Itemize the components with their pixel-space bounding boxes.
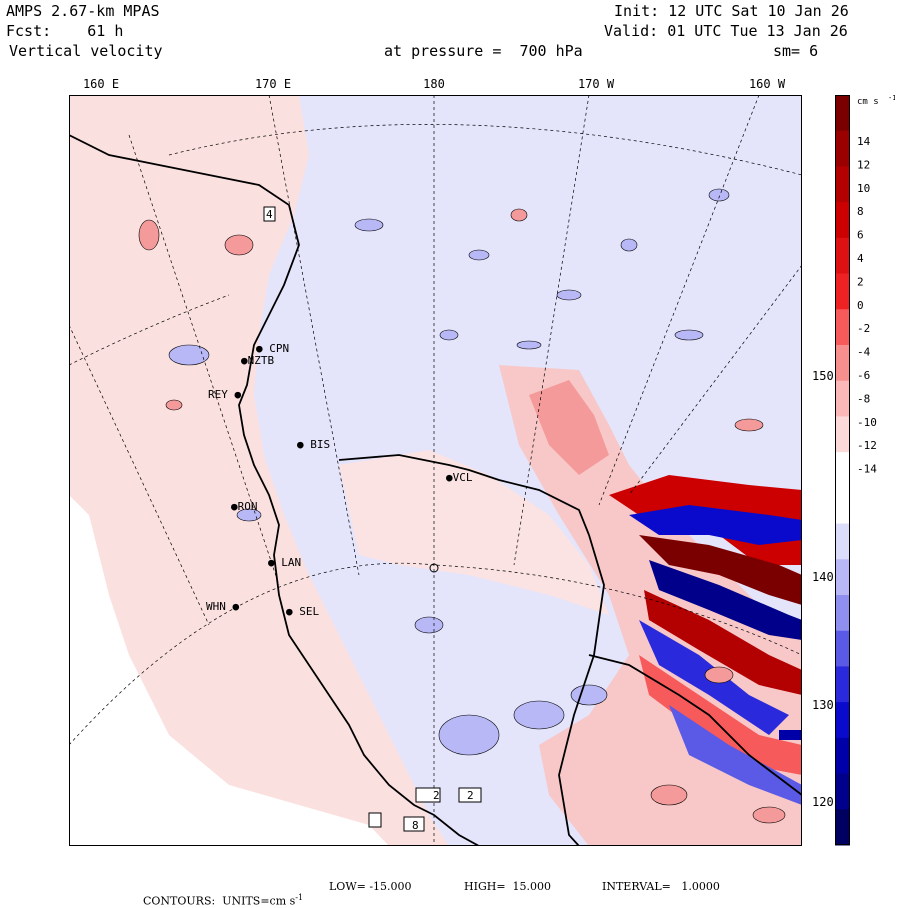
colorbar-swatch [835, 559, 850, 596]
footer-units: CONTOURS: UNITS=cm s [143, 894, 296, 908]
colorbar-swatch [835, 273, 850, 310]
station-cpn-label: CPN [269, 342, 290, 355]
colorbar-swatch [835, 737, 850, 775]
valid-time: Valid: 01 UTC Tue 13 Jan 26 [604, 22, 848, 40]
colorbar-tick-label: 0 [857, 299, 864, 312]
colorbar-frame [835, 95, 850, 845]
map-frame [69, 95, 802, 846]
colorbar-tick-label: -10 [857, 416, 877, 429]
field-positive-west [69, 95, 449, 846]
colorbar-tick-label: -2 [857, 322, 870, 335]
colorbar-swatch [835, 773, 850, 810]
station-whn: WHN ● [206, 600, 240, 613]
footer-interval: INTERVAL= 1.0000 [602, 880, 720, 893]
colorbar-swatch [835, 416, 850, 453]
colorbar-swatch [835, 487, 850, 525]
no-data-region [69, 495, 389, 846]
colorbar-tick-label: 2 [857, 275, 864, 288]
box-label-2a: 2 [433, 789, 440, 802]
scattered-red-cells [138, 208, 786, 824]
colorbar-tick-label: 10 [857, 182, 870, 195]
model-title: AMPS 2.67-km MPAS [6, 2, 160, 20]
colorbar-tick-label: -14 [857, 463, 877, 476]
pole-marker [429, 563, 439, 573]
station-nztb-label: NZTB [247, 354, 275, 367]
lon-label-160w: 160 W [748, 77, 786, 91]
coastline [69, 134, 802, 846]
colorbar-tick-label: 8 [857, 205, 864, 218]
colorbar: 14 12 10 8 6 4 2 0 -2 -4 -6 -8 -10 -12 -14 cm s -1 [835, 95, 895, 846]
box-label-4: 4 [266, 208, 273, 221]
colorbar-swatch [835, 523, 850, 560]
forecast-hour: Fcst: 61 h [6, 22, 124, 40]
station-vcl-label: VCL [452, 471, 473, 484]
colorbar-tick-label: 12 [857, 158, 870, 171]
field-name: Vertical velocity [9, 42, 163, 60]
station-sel: ● SEL [286, 605, 320, 618]
colorbar-swatch [835, 666, 850, 703]
scattered-cells [168, 188, 730, 756]
pressure-level: at pressure = 700 hPa [384, 42, 583, 60]
lon-label-170e: 170 E [254, 77, 292, 91]
station-nztb: ●NZTB [241, 354, 275, 367]
colorbar-swatch [835, 309, 850, 346]
colorbar-swatch [835, 380, 850, 417]
colorbar-tick-label: -4 [857, 346, 871, 359]
colorbar-swatch [835, 202, 850, 239]
station-bis-label: BIS [310, 438, 331, 451]
init-time: Init: 12 UTC Sat 10 Jan 26 [614, 2, 849, 20]
colorbar-swatch [835, 95, 850, 132]
smoothing: sm= 6 [773, 42, 819, 60]
colorbar-swatch [835, 702, 850, 739]
colorbar-swatch [835, 630, 850, 667]
footer-unit-exp: -1 [295, 893, 304, 902]
colorbar-tick-label: -8 [857, 392, 870, 405]
footer-contours: CONTOURS: UNITS=cm s-1 [136, 880, 303, 908]
colorbar-tick-label: 14 [857, 135, 871, 148]
station-ron: ●RON [231, 500, 258, 513]
colorbar-swatch [835, 452, 850, 489]
field-positive-core [529, 380, 609, 475]
colorbar-swatch [835, 130, 850, 167]
colorbar-swatch [835, 345, 850, 382]
colorbar-unit-exp: -1 [888, 95, 895, 102]
station-lan: ● LAN [268, 556, 302, 569]
station-bis: ● BIS [297, 438, 331, 451]
lon-label-160e: 160 E [82, 77, 120, 91]
lon-label-170w: 170 W [577, 77, 615, 91]
station-rey: REY ● [208, 388, 242, 401]
lon-label-180: 180 [423, 77, 445, 91]
colorbar-tick-label: -6 [857, 369, 870, 382]
colorbar-swatch [835, 166, 850, 203]
station-cpn: ● CPN [256, 342, 290, 355]
station-sel-label: SEL [299, 605, 320, 618]
station-vcl: ●VCL [446, 471, 473, 484]
vertical-velocity-map [69, 95, 802, 846]
station-rey-label: REY [208, 388, 228, 401]
station-ron-label: RON [237, 500, 258, 513]
colorbar-swatch [835, 809, 850, 846]
colorbar-swatch [835, 237, 850, 275]
colorbar-tick-label: 4 [857, 252, 864, 265]
colorbar-unit: cm s [857, 97, 879, 107]
footer-low: LOW= -15.000 [329, 880, 412, 893]
box-label-8: 8 [412, 819, 419, 832]
colorbar-tick-label: -12 [857, 439, 877, 452]
station-lan-label: LAN [281, 556, 302, 569]
colorbar-swatch [835, 595, 850, 632]
region-boxes [263, 206, 482, 832]
box-label-2b: 2 [467, 789, 474, 802]
footer-high: HIGH= 15.000 [464, 880, 552, 893]
field-positive-shelf [339, 450, 609, 615]
station-whn-label: WHN [206, 600, 226, 613]
colorbar-tick-label: 6 [857, 229, 864, 242]
